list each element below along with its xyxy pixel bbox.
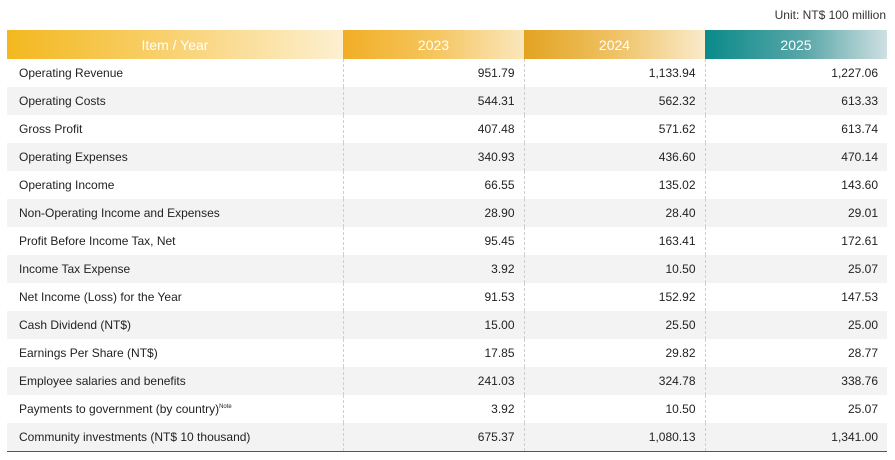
value-2023: 91.53 — [342, 283, 524, 311]
table-row: Income Tax Expense 3.92 10.50 25.07 — [7, 255, 887, 283]
value-2025: 25.00 — [704, 311, 887, 339]
value-2024: 163.41 — [523, 227, 705, 255]
table-row: Net Income (Loss) for the Year 91.53 152… — [7, 283, 887, 311]
value-2024: 571.62 — [523, 115, 705, 143]
value-2024: 10.50 — [523, 255, 705, 283]
financial-table: Item / Year 2023 2024 2025 Operating Rev… — [7, 30, 887, 452]
table-row: Operating Income 66.55 135.02 143.60 — [7, 171, 887, 199]
value-2025: 25.07 — [704, 395, 887, 423]
header-item-year: Item / Year — [7, 30, 343, 59]
value-2024: 152.92 — [523, 283, 705, 311]
row-label: Community investments (NT$ 10 thousand) — [7, 423, 343, 452]
value-2025: 613.33 — [704, 87, 887, 115]
row-label-text: Payments to government (by country) — [19, 402, 220, 416]
value-2025: 172.61 — [704, 227, 887, 255]
header-year-2023: 2023 — [343, 30, 524, 59]
row-label: Operating Revenue — [19, 66, 124, 80]
table-row: Operating Revenue 951.79 1,133.94 1,227.… — [7, 59, 887, 87]
value-2025: 1,341.00 — [704, 423, 887, 452]
table-row: Cash Dividend (NT$) 15.00 25.50 25.00 — [7, 311, 887, 339]
table-header-row: Item / Year 2023 2024 2025 — [7, 30, 887, 59]
value-2024: 562.32 — [523, 87, 705, 115]
value-2025: 338.76 — [704, 367, 887, 395]
value-2025: 147.53 — [704, 283, 887, 311]
row-label-with-note: Payments to government (by country)Note — [7, 395, 343, 423]
value-2023: 15.00 — [342, 311, 524, 339]
table-row: Profit Before Income Tax, Net 95.45 163.… — [7, 227, 887, 255]
header-year-2025: 2025 — [705, 30, 887, 59]
table-row: Non-Operating Income and Expenses 28.90 … — [7, 199, 887, 227]
value-2025: 1,227.06 — [704, 59, 887, 87]
value-2024: 28.40 — [523, 199, 705, 227]
value-2023: 241.03 — [342, 367, 524, 395]
row-label: Non-Operating Income and Expenses — [7, 199, 343, 227]
table-row: Employee salaries and benefits 241.03 32… — [7, 367, 887, 395]
value-2024: 1,133.94 — [523, 59, 705, 87]
value-2023: 544.31 — [342, 87, 524, 115]
value-2023: 28.90 — [342, 199, 524, 227]
value-2023: 675.37 — [342, 423, 524, 452]
note-marker: Note — [219, 404, 232, 410]
value-2024: 436.60 — [523, 143, 705, 171]
row-label: Gross Profit — [19, 122, 83, 136]
table-row: Payments to government (by country)Note … — [7, 395, 887, 423]
value-2025: 470.14 — [704, 143, 887, 171]
row-label: Income Tax Expense — [7, 255, 343, 283]
value-2024: 1,080.13 — [523, 423, 705, 452]
value-2025: 28.77 — [704, 339, 887, 367]
unit-label: Unit: NT$ 100 million — [774, 8, 886, 22]
row-label: Employee salaries and benefits — [7, 367, 343, 395]
value-2025: 29.01 — [704, 199, 887, 227]
table-row: Earnings Per Share (NT$) 17.85 29.82 28.… — [7, 339, 887, 367]
row-label: Operating Income — [19, 178, 115, 192]
value-2025: 613.74 — [704, 115, 887, 143]
row-label: Operating Costs — [7, 87, 343, 115]
row-label: Earnings Per Share (NT$) — [19, 346, 158, 360]
table-row: Gross Profit 407.48 571.62 613.74 — [7, 115, 887, 143]
value-2025: 25.07 — [704, 255, 887, 283]
value-2025: 143.60 — [704, 171, 887, 199]
value-2023: 407.48 — [342, 115, 524, 143]
value-2024: 10.50 — [523, 395, 705, 423]
value-2023: 951.79 — [342, 59, 524, 87]
value-2023: 17.85 — [342, 339, 524, 367]
row-label: Cash Dividend (NT$) — [7, 311, 343, 339]
header-year-2024: 2024 — [524, 30, 705, 59]
row-label: Profit Before Income Tax, Net — [19, 234, 176, 248]
value-2023: 3.92 — [342, 395, 524, 423]
table-row: Operating Expenses 340.93 436.60 470.14 — [7, 143, 887, 171]
row-label: Operating Expenses — [7, 143, 343, 171]
value-2023: 66.55 — [342, 171, 524, 199]
value-2024: 29.82 — [523, 339, 705, 367]
value-2023: 3.92 — [342, 255, 524, 283]
value-2024: 324.78 — [523, 367, 705, 395]
value-2024: 135.02 — [523, 171, 705, 199]
value-2023: 340.93 — [342, 143, 524, 171]
table-row: Operating Costs 544.31 562.32 613.33 — [7, 87, 887, 115]
value-2023: 95.45 — [342, 227, 524, 255]
value-2024: 25.50 — [523, 311, 705, 339]
table-row: Community investments (NT$ 10 thousand) … — [7, 423, 887, 452]
row-label: Net Income (Loss) for the Year — [19, 290, 182, 304]
